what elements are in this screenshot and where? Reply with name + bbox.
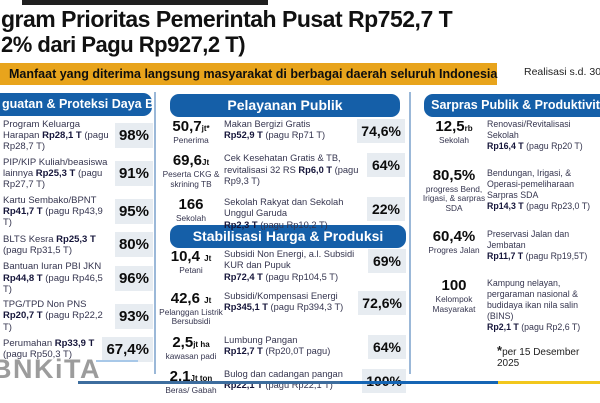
- program-label: Renovasi/Revitalisasi Sekolah Rp16,4 T (p…: [487, 119, 583, 151]
- progress-badge: 96%: [114, 265, 153, 291]
- program-label: Sekolah Rakyat dan Sekolah Unggul Garuda…: [224, 197, 344, 230]
- program-row: 80,5% progress Bend, Irigasi, & sarpras …: [421, 168, 600, 213]
- footer-rule-blue: [340, 381, 498, 384]
- panel-header-stabilisasi: Stabilisasi Harga & Produksi: [170, 225, 406, 248]
- realisasi-note: Realisasi s.d. 30: [524, 66, 600, 78]
- stabilisasi-list: 10,4 Jt Petani Subsidi Non Energi, a.l. …: [158, 249, 406, 403]
- footer-rule-yellow: [498, 381, 600, 384]
- program-label: Bantuan Iuran PBI JKN Rp44,8 T (pagu Rp4…: [3, 261, 103, 295]
- daya-beli-list: Program Keluarga Harapan Rp28,1 T (pagu …: [3, 119, 153, 362]
- program-label: Lumbung Pangan Rp12,7 T (Rp20,0T pagu): [224, 334, 331, 357]
- program-label: Kampung nelayan, pergaraman nasional & b…: [487, 278, 581, 333]
- beneficiary-stat: 42,6 Jt Pelanggan Listrik Bersubsidi: [159, 289, 223, 327]
- progress-badge: 74,6%: [357, 119, 405, 143]
- progress-badge: 91%: [114, 161, 153, 187]
- program-row: 42,6 Jt Pelanggan Listrik Bersubsidi Sub…: [158, 291, 406, 327]
- program-row: 69,6Jt Peserta CKG & skrining TB Cek Kes…: [158, 153, 405, 189]
- program-label: Bendungan, Irigasi, & Operasi-pemelihara…: [487, 167, 591, 211]
- program-label: TPG/TPD Non PNS Rp20,7 T (pagu Rp22,2 T): [3, 299, 103, 333]
- program-row: Perumahan Rp33,9 T (pagu Rp50,3 T) 67,4%: [3, 336, 153, 362]
- beneficiary-stat: 100 Kelompok Masyarakat: [432, 277, 476, 314]
- beneficiary-stat: 60,4% Progres Jalan: [428, 228, 480, 256]
- program-label: BLTS Kesra Rp25,3 T (pagu Rp31,5 T): [3, 233, 96, 256]
- progress-badge: 72,6%: [358, 290, 406, 315]
- beneficiary-stat: 166 Sekolah: [176, 196, 206, 223]
- progress-badge: 67,4%: [102, 336, 153, 362]
- beneficiary-stat: 50,7jt* Penerima: [172, 118, 210, 145]
- program-row: 10,4 Jt Petani Subsidi Non Energi, a.l. …: [158, 249, 406, 283]
- pelayanan-list: 50,7jt* Penerima Makan Bergizi Gratis Rp5…: [158, 119, 405, 239]
- top-black-bar: [22, 0, 268, 5]
- program-label: Subsidi Non Energi, a.l. Subsidi KUR dan…: [224, 249, 355, 282]
- program-label: Kartu Sembako/BPNT Rp41,7 T (pagu Rp43,9…: [3, 194, 103, 228]
- panel-header-pelayanan-publik: Pelayanan Publik: [170, 94, 400, 117]
- footer-rule-steel: [78, 381, 340, 384]
- apbnkita-logo: BNKiTA: [0, 354, 101, 384]
- column-divider-left: [154, 92, 156, 374]
- program-label: PIP/KIP Kuliah/beasiswa lainnya Rp25,3 T…: [3, 156, 108, 191]
- progress-badge: 98%: [114, 123, 153, 149]
- sarpras-list: 12,5rb Sekolah Renovasi/Revitalisasi Sek…: [421, 119, 600, 349]
- beneficiary-stat: 10,4 Jt Petani: [170, 248, 212, 275]
- program-label: Cek Kesehatan Gratis & TB, revitalisasi …: [224, 153, 359, 186]
- beneficiary-stat: 80,5% progress Bend, Irigasi, & sarpras …: [422, 166, 486, 213]
- progress-badge: 95%: [114, 198, 153, 224]
- progress-badge: 22%: [367, 197, 405, 222]
- program-row: 100 Kelompok Masyarakat Kampung nelayan,…: [421, 278, 600, 333]
- beneficiary-stat: 2,1Jt ton Beras/ Gabah: [165, 368, 217, 395]
- program-row: 60,4% Progres Jalan Preservasi Jalan dan…: [421, 229, 600, 262]
- decorative-line-fragment: [96, 360, 138, 362]
- program-row: 166 Sekolah Sekolah Rakyat dan Sekolah U…: [158, 197, 405, 231]
- program-label: Makan Bergizi Gratis Rp52,9 T (pagu Rp71 …: [224, 119, 326, 141]
- beneficiary-stat: 2,5jt ha kawasan padi: [165, 333, 217, 361]
- program-row: Bantuan Iuran PBI JKN Rp44,8 T (pagu Rp4…: [3, 261, 153, 295]
- progress-badge: 93%: [114, 303, 153, 329]
- footnote: *per 15 Desember 2025: [497, 343, 580, 369]
- panel-header-daya-beli: guatan & Proteksi Daya Beli: [0, 93, 152, 116]
- panel-header-sarpras: Sarpras Publik & Produktivitas: [424, 94, 600, 117]
- program-label: Perumahan Rp33,9 T (pagu Rp50,3 T): [3, 338, 95, 361]
- progress-badge: 69%: [368, 249, 406, 273]
- program-row: 50,7jt* Penerima Makan Bergizi Gratis Rp5…: [158, 119, 405, 145]
- program-label: Program Keluarga Harapan Rp28,1 T (pagu …: [3, 119, 109, 153]
- program-row: BLTS Kesra Rp25,3 T (pagu Rp31,5 T) 80%: [3, 232, 153, 258]
- beneficiary-stat: 12,5rb Sekolah: [435, 118, 473, 145]
- program-label: Preservasi Jalan dan Jembatan Rp11,7 T (p…: [487, 229, 588, 262]
- page-title-line2: 2% dari Pagu Rp927,2 T): [1, 32, 246, 57]
- program-row: 2,5jt ha kawasan padi Lumbung Pangan Rp12…: [158, 333, 406, 361]
- page-title-line1: gram Prioritas Pemerintah Pusat Rp752,7 …: [1, 6, 453, 32]
- program-row: 12,5rb Sekolah Renovasi/Revitalisasi Sek…: [421, 119, 600, 152]
- program-label: Bulog dan cadangan pangan Rp22,1 T (pagu …: [224, 369, 343, 391]
- column-divider-right: [409, 92, 411, 374]
- progress-badge: 64%: [368, 334, 406, 359]
- program-row: Kartu Sembako/BPNT Rp41,7 T (pagu Rp43,9…: [3, 195, 153, 229]
- beneficiary-stat: 69,6Jt Peserta CKG & skrining TB: [162, 152, 220, 189]
- benefit-banner: Manfaat yang diterima langsung masyaraka…: [0, 63, 497, 85]
- program-row: PIP/KIP Kuliah/beasiswa lainnya Rp25,3 T…: [3, 157, 153, 191]
- progress-badge: 64%: [367, 153, 405, 178]
- program-label: Subsidi/Kompensasi Energi Rp345,1 T (pagu…: [224, 290, 344, 313]
- program-row: Program Keluarga Harapan Rp28,1 T (pagu …: [3, 119, 153, 153]
- progress-badge: 80%: [114, 232, 153, 258]
- program-row: TPG/TPD Non PNS Rp20,7 T (pagu Rp22,2 T)…: [3, 299, 153, 333]
